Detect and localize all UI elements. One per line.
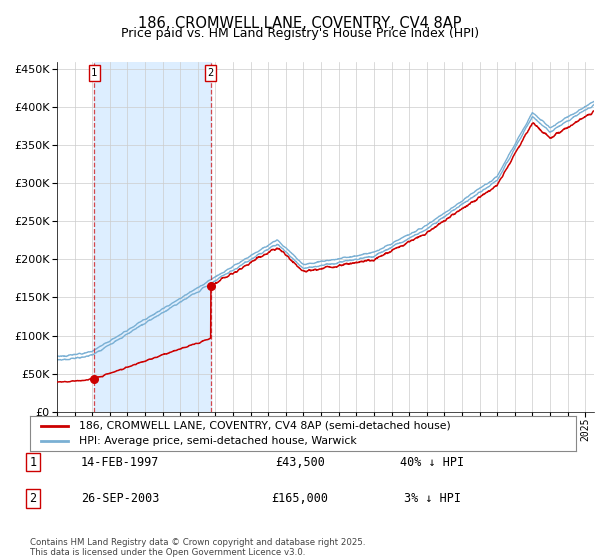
Text: 2: 2 [208, 68, 214, 78]
Text: 40% ↓ HPI: 40% ↓ HPI [400, 455, 464, 469]
Bar [94, 62, 211, 412]
Text: 186, CROMWELL LANE, COVENTRY, CV4 8AP: 186, CROMWELL LANE, COVENTRY, CV4 8AP [138, 16, 462, 31]
Text: 2: 2 [29, 492, 37, 505]
Text: £165,000: £165,000 [271, 492, 329, 505]
Text: £43,500: £43,500 [275, 455, 325, 469]
Text: Price paid vs. HM Land Registry's House Price Index (HPI): Price paid vs. HM Land Registry's House … [121, 27, 479, 40]
Text: 26-SEP-2003: 26-SEP-2003 [81, 492, 159, 505]
Text: 3% ↓ HPI: 3% ↓ HPI [404, 492, 461, 505]
Text: 14-FEB-1997: 14-FEB-1997 [81, 455, 159, 469]
Text: 186, CROMWELL LANE, COVENTRY, CV4 8AP (semi-detached house): 186, CROMWELL LANE, COVENTRY, CV4 8AP (s… [79, 421, 451, 431]
Text: 1: 1 [91, 68, 97, 78]
Text: HPI: Average price, semi-detached house, Warwick: HPI: Average price, semi-detached house,… [79, 436, 357, 446]
Text: Contains HM Land Registry data © Crown copyright and database right 2025.
This d: Contains HM Land Registry data © Crown c… [30, 538, 365, 557]
Text: 1: 1 [29, 455, 37, 469]
